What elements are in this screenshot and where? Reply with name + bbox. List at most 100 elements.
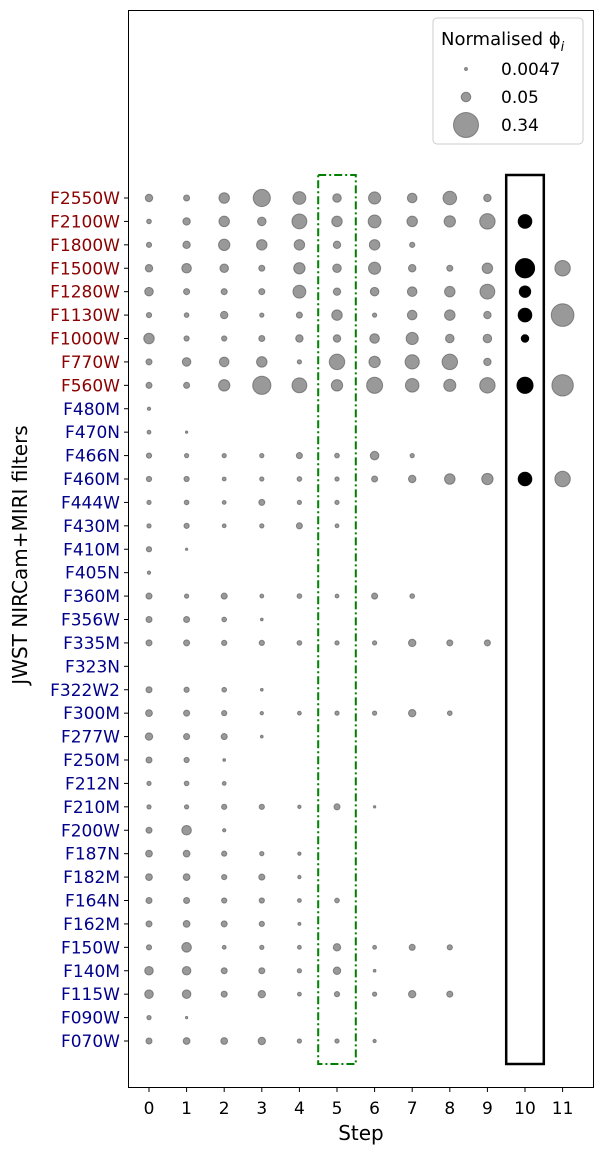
y-tick-label: F162M: [63, 915, 120, 935]
bubble-F115W-step-3: [257, 989, 267, 999]
bubble-F1800W-step-5: [332, 240, 342, 250]
bubble-F150W-step-5: [332, 943, 342, 952]
bubble-F277W-step-0: [144, 732, 154, 741]
bubble-F1500W-step-10: [514, 258, 536, 279]
bubble-F405N-step-0: [146, 570, 152, 575]
y-tick-label: F1500W: [50, 259, 120, 279]
bubble-F2550W-step-4: [292, 191, 307, 205]
bubble-F460M-step-6: [371, 475, 379, 483]
x-tick-label: 4: [294, 1099, 305, 1119]
bubble-F466N-step-4: [295, 452, 303, 460]
bubble-F090W-step-1: [184, 1015, 189, 1020]
bubble-F2550W-step-5: [332, 193, 342, 203]
bubble-F182M-step-4: [297, 874, 302, 880]
bubble-F460M-step-7: [407, 474, 417, 484]
bubble-F1130W-step-1: [183, 312, 190, 318]
bubble-F1280W-step-5: [332, 287, 342, 296]
bubble-F335M-step-8: [446, 639, 454, 647]
y-tick-label: F470N: [65, 423, 120, 443]
y-tick-label: F770W: [61, 353, 120, 373]
bubble-F1280W-step-9: [479, 283, 496, 300]
bubble-F300M-step-0: [145, 709, 153, 718]
bubble-F1280W-step-6: [369, 286, 380, 297]
bubble-F770W-step-4: [296, 359, 303, 365]
bubble-F115W-step-6: [371, 991, 378, 997]
bubble-F1800W-step-4: [293, 239, 306, 251]
x-tick-label: 9: [482, 1099, 493, 1119]
bubble-F2100W-step-6: [367, 214, 382, 229]
bubble-F560W-step-10: [516, 376, 534, 394]
bubble-F360M-step-5: [334, 593, 340, 599]
bubble-F1130W-step-2: [219, 310, 229, 320]
y-tick-label: F300M: [63, 704, 120, 724]
bubble-F1500W-step-8: [446, 264, 454, 272]
bubble-F162M-step-3: [258, 920, 265, 928]
bubble-F430M-step-2: [221, 523, 227, 529]
bubble-F162M-step-1: [182, 920, 191, 928]
bubble-F277W-step-2: [220, 733, 228, 741]
bubble-F444W-step-4: [296, 499, 303, 506]
bubble-F1130W-step-4: [295, 311, 303, 319]
x-tick-label: 7: [407, 1099, 418, 1119]
bubble-F470N-step-0: [146, 429, 152, 435]
bubble-F1000W-step-5: [332, 334, 342, 343]
bubble-F182M-step-0: [145, 873, 153, 881]
bubble-F300M-step-5: [334, 710, 340, 716]
bubble-F1000W-step-7: [405, 331, 419, 346]
bubble-F250M-step-0: [145, 756, 153, 764]
bubble-F770W-step-7: [404, 354, 420, 370]
bubble-F187N-step-1: [182, 849, 191, 858]
bubble-F2550W-step-9: [483, 193, 492, 203]
bubble-F140M-step-4: [296, 968, 303, 974]
bubble-F115W-step-2: [220, 990, 228, 998]
bubble-F140M-step-1: [181, 965, 192, 976]
bubble-F770W-step-0: [145, 358, 153, 366]
bubble-F356W-step-1: [183, 615, 191, 624]
y-axis-label: JWST NIRCam+MIRI filters: [8, 425, 32, 686]
bubble-F460M-step-0: [145, 475, 153, 483]
x-tick-label: 3: [256, 1099, 267, 1119]
bubble-F466N-step-7: [409, 452, 415, 459]
bubble-F560W-step-8: [443, 378, 457, 392]
y-tick-label: F1280W: [50, 283, 120, 303]
bubble-F460M-step-4: [296, 476, 303, 482]
step-10-box: [504, 173, 546, 1066]
bubble-F356W-step-3: [259, 617, 264, 622]
bubble-F2550W-step-0: [144, 193, 154, 203]
bubble-F560W-step-1: [183, 381, 191, 389]
bubble-F1500W-step-3: [258, 264, 266, 272]
bubble-F115W-step-7: [407, 989, 417, 999]
bubble-F070W-step-5: [334, 1038, 340, 1044]
bubble-F460M-step-1: [183, 475, 190, 483]
bubble-F182M-step-3: [258, 873, 266, 881]
bubble-F466N-step-5: [334, 452, 340, 459]
bubble-F770W-step-5: [328, 353, 346, 371]
bubble-F1500W-step-0: [144, 264, 154, 273]
bubble-F360M-step-7: [409, 593, 416, 599]
bubble-F560W-step-9: [479, 377, 496, 394]
bubble-F182M-step-2: [221, 873, 228, 881]
bubble-F1500W-step-2: [219, 263, 229, 274]
y-tick-label: F444W: [61, 493, 120, 513]
bubble-F1280W-step-1: [183, 288, 191, 296]
y-tick-label: F212N: [65, 774, 120, 794]
bubble-F2100W-step-3: [257, 216, 267, 227]
bubble-F1280W-step-7: [406, 286, 418, 297]
bubble-F356W-step-2: [221, 616, 228, 623]
x-tick-label: 0: [144, 1099, 155, 1119]
bubble-F300M-step-2: [221, 710, 228, 717]
y-tick-label: F360M: [63, 587, 120, 607]
bubble-F410M-step-0: [145, 546, 153, 553]
y-tick-label: F250M: [63, 751, 120, 771]
legend-title: Normalised ϕi: [441, 29, 565, 55]
bubble-F210M-step-2: [221, 803, 228, 810]
bubble-F770W-step-3: [256, 356, 268, 368]
y-tick-label: F335M: [63, 634, 120, 654]
bubble-F200W-step-1: [181, 824, 192, 836]
bubble-F187N-step-4: [297, 851, 302, 856]
bubble-F162M-step-4: [297, 921, 302, 926]
bubble-F460M-step-9: [481, 472, 494, 486]
bubble-F150W-step-0: [145, 944, 153, 951]
